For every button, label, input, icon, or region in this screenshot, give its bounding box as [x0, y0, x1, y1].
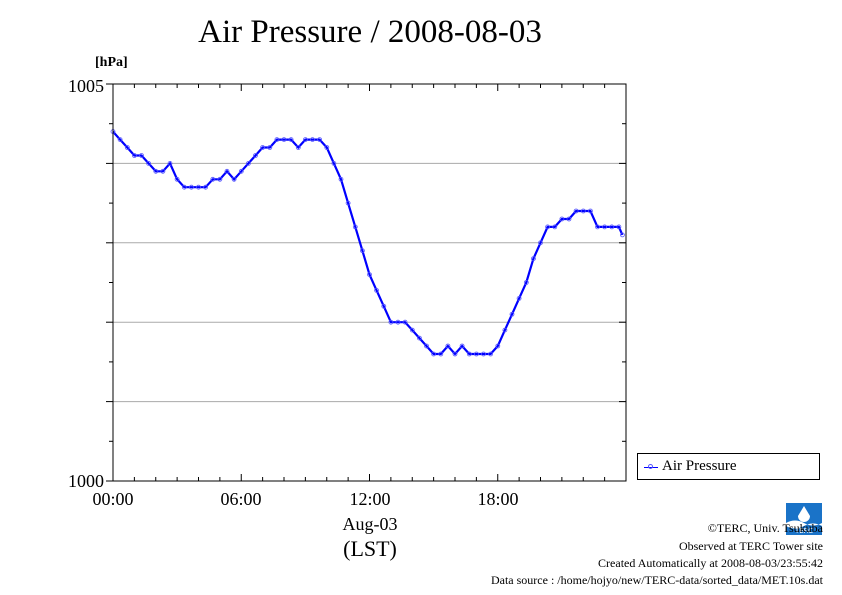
data-point	[620, 232, 625, 238]
data-point	[188, 184, 194, 190]
data-point	[324, 145, 330, 150]
data-point	[588, 208, 593, 214]
data-point	[117, 137, 123, 143]
data-point	[531, 256, 536, 262]
data-point	[488, 351, 494, 357]
data-point	[167, 160, 173, 166]
data-point	[124, 145, 130, 150]
x-tick-label-3: 18:00	[477, 489, 519, 509]
data-point	[331, 160, 337, 166]
data-point	[438, 351, 444, 357]
data-point	[459, 343, 465, 349]
data-point	[552, 224, 558, 230]
data-point	[317, 137, 323, 143]
data-point	[452, 351, 458, 357]
data-point	[352, 224, 358, 230]
data-point	[260, 145, 266, 150]
y-tick-label-top: 1005	[68, 76, 104, 96]
footer-created: Created Automatically at 2008-08-03/23:5…	[598, 556, 823, 570]
data-point	[502, 327, 508, 333]
logo-text: TERC	[794, 527, 813, 535]
data-point	[224, 168, 230, 174]
x-tick-label-1: 06:00	[220, 489, 262, 509]
data-point	[602, 224, 607, 230]
footer-observed: Observed at TERC Tower site	[678, 539, 823, 553]
data-point	[495, 343, 501, 349]
data-point	[559, 216, 565, 222]
data-point	[374, 287, 380, 293]
legend-symbol	[644, 464, 658, 469]
data-point	[388, 319, 394, 325]
series-air-pressure	[110, 129, 625, 357]
data-point	[139, 153, 144, 158]
series-line	[112, 130, 624, 356]
x-axis-timezone-label: (LST)	[343, 536, 397, 561]
data-point	[131, 153, 137, 158]
data-point	[402, 319, 408, 325]
terc-logo: TERC	[786, 503, 822, 535]
data-point	[338, 176, 344, 182]
x-axis-date-label: Aug-03	[342, 514, 398, 534]
data-point	[274, 137, 280, 143]
data-point	[466, 351, 472, 357]
data-point	[580, 208, 586, 214]
data-point	[595, 224, 600, 230]
data-point	[516, 295, 522, 301]
data-point	[473, 351, 479, 357]
data-point	[217, 176, 223, 182]
axis-ticks	[106, 83, 627, 482]
footer-data-source: Data source : /home/hojyo/new/TERC-data/…	[490, 573, 823, 587]
data-point	[416, 335, 422, 341]
x-tick-label-0: 00:00	[92, 489, 134, 509]
data-point	[409, 327, 415, 333]
data-point	[153, 168, 159, 174]
data-point	[231, 176, 237, 182]
data-point	[538, 240, 543, 246]
data-point	[203, 184, 209, 190]
data-point	[196, 184, 201, 190]
data-point	[238, 168, 244, 174]
data-point	[181, 184, 187, 190]
data-point	[210, 176, 216, 182]
data-point	[573, 208, 579, 214]
data-point	[174, 176, 180, 182]
data-point	[616, 224, 622, 230]
data-point	[424, 343, 429, 349]
data-point	[160, 168, 166, 174]
data-point	[381, 303, 387, 309]
data-point	[609, 224, 615, 230]
legend-label-air-pressure: Air Pressure	[662, 458, 737, 474]
data-point	[566, 216, 572, 222]
data-point	[146, 160, 152, 166]
chart-title: Air Pressure / 2008-08-03	[198, 14, 542, 50]
data-point	[345, 200, 351, 206]
data-point	[445, 343, 451, 349]
y-axis-label: [hPa]	[95, 55, 128, 70]
data-point	[481, 351, 486, 357]
data-point	[267, 145, 273, 150]
data-point	[431, 351, 437, 357]
data-point	[302, 137, 308, 143]
grid-lines	[113, 162, 626, 403]
footer-copyright: ©TERC, Univ. Tsukuba	[707, 521, 823, 535]
legend: Air Pressure	[637, 453, 820, 480]
plot-frame	[112, 83, 627, 482]
data-point	[253, 153, 258, 158]
data-point	[295, 145, 301, 150]
data-point	[281, 137, 287, 143]
data-point	[310, 137, 315, 143]
data-point	[245, 160, 251, 166]
data-point	[395, 319, 401, 325]
data-point	[523, 280, 529, 285]
data-point	[545, 224, 550, 230]
data-point	[367, 272, 372, 278]
data-point	[359, 248, 365, 254]
x-tick-label-2: 12:00	[349, 489, 391, 509]
y-tick-label-bottom: 1000	[68, 471, 104, 491]
data-point	[509, 311, 515, 317]
data-point	[288, 137, 294, 143]
